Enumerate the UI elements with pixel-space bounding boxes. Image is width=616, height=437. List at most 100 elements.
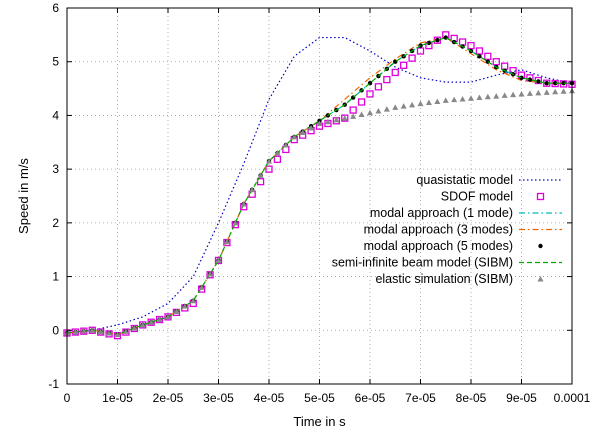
series-1: [66, 36, 573, 334]
legend-label: elastic simulation (SIBM): [375, 272, 513, 286]
triangle-marker: [526, 90, 533, 96]
square-marker: [273, 155, 282, 163]
y-tick-label: 1: [52, 270, 59, 284]
triangle-marker: [358, 111, 365, 118]
triangle-marker: [198, 284, 205, 290]
x-tick-label: 9e-05: [506, 391, 537, 405]
x-axis-label: Time in s: [293, 414, 346, 429]
square-marker: [458, 38, 467, 46]
grid: [67, 8, 572, 384]
x-tick-label: 5e-05: [304, 391, 335, 405]
dot-marker: [552, 81, 558, 86]
triangle-marker: [72, 329, 79, 335]
triangle-marker: [400, 103, 407, 109]
square-marker: [475, 47, 484, 55]
x-tick-label: 7e-05: [405, 391, 436, 405]
triangle-marker: [282, 141, 289, 148]
legend-label: modal approach (3 modes): [364, 223, 513, 237]
x-tick-label: 0.0001: [554, 391, 591, 405]
triangle-marker: [223, 238, 230, 245]
x-tick-label: 1e-05: [102, 391, 133, 405]
square-marker: [383, 75, 391, 84]
triangle-marker: [518, 90, 525, 97]
triangle-marker: [341, 115, 348, 121]
triangle-marker: [308, 124, 315, 131]
triangle-marker: [425, 99, 432, 106]
triangle-marker: [543, 89, 550, 95]
triangle-marker: [383, 106, 390, 112]
triangle-marker: [316, 120, 323, 126]
legend-item: SDOF model: [441, 190, 545, 204]
triangle-marker: [493, 93, 500, 99]
square-marker: [492, 58, 500, 66]
triangle-marker: [560, 88, 567, 94]
triangle-marker: [257, 172, 264, 178]
dot-marker: [443, 35, 448, 40]
dot-marker: [426, 40, 432, 46]
triangle-marker: [122, 328, 129, 334]
triangle-marker: [249, 186, 256, 193]
triangle-marker: [274, 150, 281, 156]
square-marker: [374, 83, 383, 91]
triangle-marker: [106, 330, 113, 336]
x-tick-label: 6e-05: [355, 391, 386, 405]
triangle-marker: [333, 116, 340, 123]
legend: quasistatic model SDOF model modal approac…: [332, 173, 562, 286]
triangle-marker: [156, 316, 163, 323]
legend-item: modal approach (3 modes): [364, 223, 562, 237]
y-tick-label: 3: [52, 162, 59, 176]
triangle-marker: [165, 313, 171, 320]
square-marker: [501, 62, 509, 70]
triangle-marker: [409, 101, 416, 108]
triangle-marker: [417, 100, 424, 107]
square-marker: [536, 192, 545, 201]
triangle-marker: [190, 297, 197, 304]
legend-item: modal approach (5 modes): [364, 239, 543, 253]
y-tick-label: 5: [52, 55, 59, 69]
square-marker: [467, 41, 475, 50]
triangle-marker: [367, 109, 373, 116]
x-tick-label: 2e-05: [153, 391, 184, 405]
triangle-marker: [442, 97, 449, 103]
triangle-marker: [434, 98, 441, 104]
triangle-marker: [97, 328, 104, 335]
triangle-marker: [484, 93, 491, 100]
triangle-marker: [266, 158, 272, 164]
triangle-marker: [240, 201, 247, 207]
triangle-marker: [510, 91, 517, 98]
triangle-marker: [215, 257, 222, 263]
x-tick-label: 4e-05: [254, 391, 285, 405]
y-tick-label: 6: [52, 1, 59, 15]
legend-label: semi-infinite beam model (SIBM): [332, 256, 513, 270]
legend-item: semi-infinite beam model (SIBM): [332, 256, 562, 270]
legend-item: quasistatic model: [416, 173, 562, 187]
dot-marker: [536, 79, 541, 84]
triangle-marker: [537, 276, 544, 282]
triangle-marker: [131, 325, 138, 331]
legend-item: modal approach (1 mode): [370, 206, 562, 220]
triangle-marker: [392, 104, 399, 110]
x-tick-label: 3e-05: [203, 391, 234, 405]
triangle-marker: [173, 308, 180, 314]
triangle-marker: [468, 95, 474, 101]
triangle-marker: [207, 270, 214, 277]
square-marker: [357, 98, 366, 106]
triangle-marker: [181, 303, 188, 309]
x-tick-label: 0: [64, 391, 71, 405]
legend-label: modal approach (1 mode): [370, 206, 513, 220]
triangle-marker: [375, 107, 382, 114]
dot-marker: [538, 243, 543, 249]
square-marker: [559, 80, 568, 88]
y-tick-label: 4: [52, 108, 59, 122]
dot-marker: [519, 75, 524, 81]
square-marker: [265, 165, 273, 173]
legend-label: modal approach (5 modes): [364, 239, 513, 253]
triangle-marker: [501, 92, 508, 98]
triangle-marker: [89, 327, 96, 333]
triangle-marker: [535, 89, 542, 96]
y-axis-label: Speed in m/s: [16, 158, 31, 234]
square-marker: [349, 106, 357, 114]
legend-item: elastic simulation (SIBM): [375, 272, 544, 286]
dot-marker: [527, 77, 533, 82]
